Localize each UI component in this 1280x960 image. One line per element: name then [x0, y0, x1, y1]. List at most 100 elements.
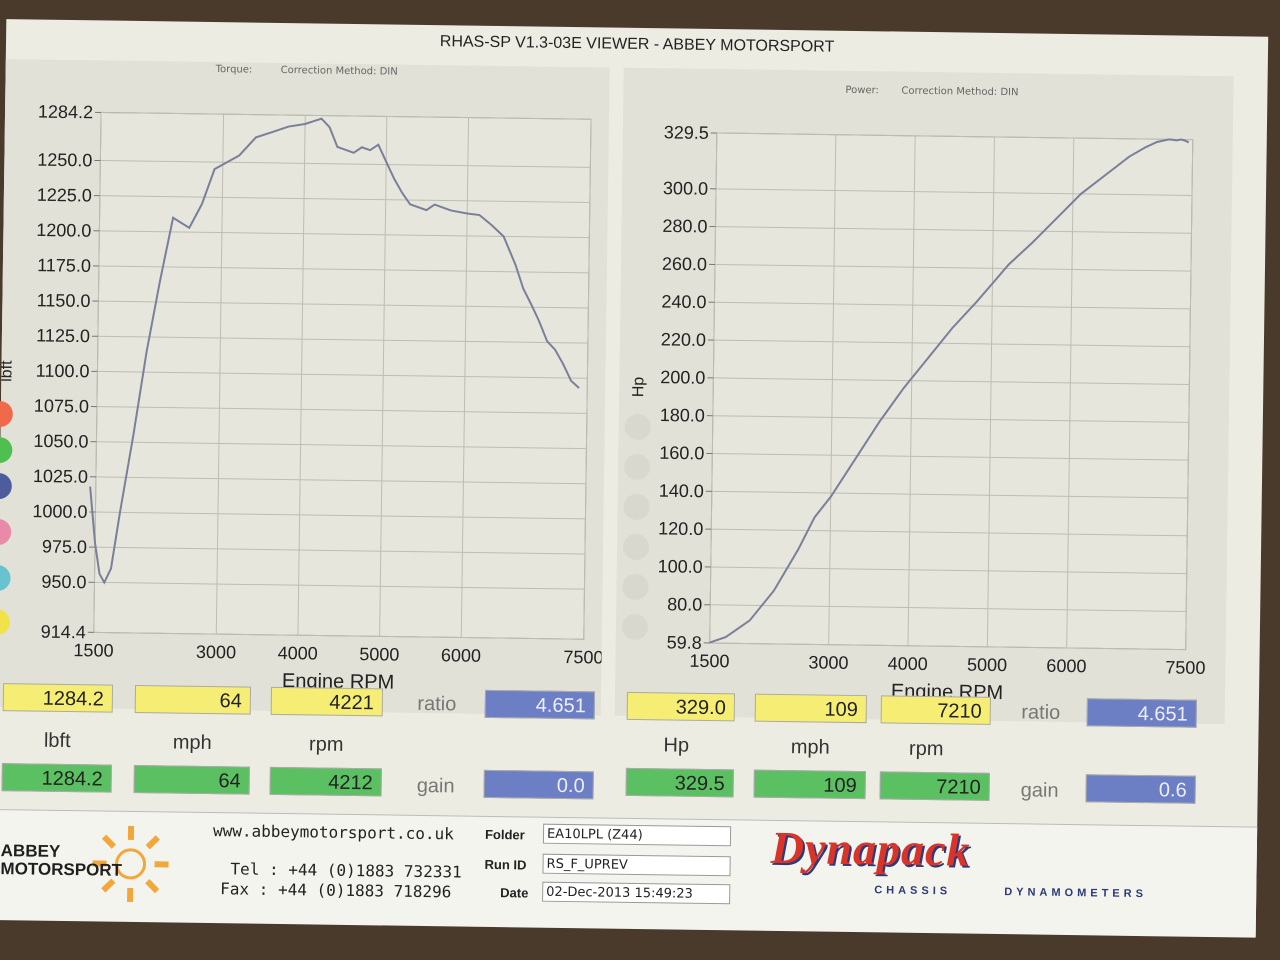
torque-y-tick-label: 1250.0: [37, 150, 92, 171]
folder-field: EA10LPL (Z44): [542, 823, 732, 847]
power-gain-rpm: 7210: [879, 771, 990, 801]
date-field: 02-Dec-2013 15:49:23: [542, 881, 731, 905]
torque-series-line: [89, 117, 580, 585]
dynapack-brand: Dynapack: [770, 821, 971, 876]
unit-label-rpm: rpm: [308, 733, 344, 756]
torque-x-gridline: [583, 119, 592, 640]
torque-readout-mph: 64: [134, 684, 252, 715]
power-x-tick-label: 6000: [1046, 656, 1086, 677]
torque-y-gridline: [99, 195, 590, 204]
torque-x-gridline: [379, 116, 388, 637]
power-x-tick-label: 3000: [808, 652, 848, 673]
power-panel: Power: Correction Method: DIN 1500 3000 40…: [614, 67, 1234, 725]
power-x-gridline: [828, 134, 837, 645]
footer: ABBEY MOTORSPORT www.abbeymotorsport.co.…: [0, 809, 1258, 938]
power-x-gridline: [709, 133, 718, 643]
torque-y-gridline: [94, 581, 585, 590]
torque-x-gridline: [460, 117, 470, 638]
torque-y-gridline: [96, 406, 587, 414]
torque-chart: 1500 3000 4000 5000 6000 7500 914.4 950.0 975.0 1…: [0, 102, 604, 694]
runid-label: Run ID: [484, 856, 527, 873]
power-x-tick-label: 1500: [689, 651, 729, 672]
dynapack-sub-left: CHASSIS: [874, 884, 952, 898]
power-y-gridline: [713, 377, 1190, 386]
unit-label-mph: mph: [172, 731, 212, 755]
power-ratio-label: ratio: [1021, 701, 1061, 724]
torque-gain-mph: 64: [133, 764, 250, 795]
power-gain-value: 0.6: [1085, 774, 1196, 804]
power-y-gridline: [710, 566, 1187, 575]
power-unit-label-mph: mph: [790, 736, 830, 759]
power-y-gridline: [712, 453, 1189, 461]
torque-y-tick-label: 975.0: [42, 536, 87, 557]
torque-y-gridline: [97, 370, 588, 379]
unit-label-hp: Hp: [663, 734, 690, 757]
power-x-gridline: [907, 135, 916, 646]
power-y-tick-label: 200.0: [660, 367, 705, 388]
power-y-tick-label: 140.0: [659, 481, 704, 502]
power-y-tick-label: 120.0: [658, 518, 703, 539]
power-gain-mph: 109: [753, 769, 866, 800]
abbey-logo-sun-icon: [92, 825, 169, 902]
power-readout-mph: 109: [754, 693, 867, 724]
power-x-gridline: [1066, 138, 1075, 648]
power-y-gridline: [711, 528, 1188, 537]
power-y-tick-label: 220.0: [661, 329, 706, 350]
torque-y-gridline: [95, 511, 586, 520]
dynapack-sub-right: DYNAMOMETERS: [1004, 886, 1148, 901]
power-readout-hp: 329.0: [626, 691, 736, 722]
torque-y-gridline: [95, 476, 586, 485]
fax-text: Fax : +44 (0)1883 718296: [220, 879, 452, 902]
tel-text: Tel : +44 (0)1883 732331: [230, 859, 462, 882]
power-plot-area: [709, 132, 1194, 651]
torque-y-tick-label: 914.4: [41, 622, 86, 643]
torque-x-tick-label: 5000: [359, 644, 399, 665]
power-gain-label: gain: [1020, 779, 1059, 802]
torque-y-tick-label: 1225.0: [37, 185, 92, 206]
power-y-gridline: [713, 339, 1190, 348]
torque-y-gridline: [93, 631, 584, 640]
torque-y-tick-label: 1284.2: [38, 102, 93, 123]
power-series-line: [709, 138, 1190, 644]
torque-y-axis-label: lbft: [0, 360, 16, 382]
power-x-tick-label: 7500: [1165, 657, 1205, 678]
torque-y-tick-label: 1075.0: [34, 396, 89, 417]
power-chart: 1500 3000 4000 5000 6000 7500 59.8 80.0 100.0 120…: [630, 122, 1205, 704]
torque-x-tick-label: 4000: [278, 643, 318, 664]
torque-y-gridline: [99, 230, 590, 239]
torque-y-gridline: [98, 265, 589, 274]
logo-line-2: MOTORSPORT: [0, 859, 123, 880]
website-link[interactable]: www.abbeymotorsport.co.uk: [212, 821, 454, 844]
torque-y-tick-label: 1000.0: [32, 501, 87, 522]
torque-panel: Torque: Correction Method: DIN 1500 3000 4…: [0, 59, 610, 716]
power-y-gridline: [714, 263, 1191, 272]
torque-y-tick-label: 1050.0: [33, 431, 88, 452]
torque-gain-rpm: 4212: [269, 766, 382, 797]
power-y-tick-label: 160.0: [659, 443, 704, 464]
torque-y-gridline: [96, 441, 587, 450]
gain-label: gain: [416, 774, 455, 798]
power-x-gridline: [1185, 139, 1194, 650]
power-readout-rpm: 7210: [880, 695, 991, 725]
power-y-tick-label: 59.8: [667, 632, 702, 652]
page-title: RHAS-SP V1.3-03E VIEWER - ABBEY MOTORSPO…: [439, 33, 835, 56]
torque-x-tick-label: 7500: [563, 647, 603, 668]
torque-x-tick-label: 1500: [73, 640, 113, 661]
unit-label-lbft: lbft: [43, 729, 71, 753]
torque-y-tick-label: 1200.0: [36, 220, 91, 241]
power-y-tick-label: 180.0: [660, 405, 705, 426]
power-y-gridline: [711, 490, 1188, 499]
torque-y-tick-label: 1150.0: [37, 290, 91, 311]
power-y-gridline: [716, 132, 1193, 141]
power-ratio-value: 4.651: [1086, 698, 1197, 728]
torque-y-gridline: [98, 300, 589, 309]
ratio-value: 4.651: [484, 689, 596, 720]
date-label: Date: [500, 885, 529, 901]
power-x-gridline: [986, 136, 995, 647]
power-y-gridline: [709, 642, 1186, 651]
folder-label: Folder: [484, 826, 525, 843]
power-x-tick-label: 5000: [967, 655, 1007, 676]
ratio-label: ratio: [417, 692, 457, 716]
power-y-tick-label: 100.0: [658, 556, 703, 577]
power-y-gridline: [715, 226, 1192, 234]
